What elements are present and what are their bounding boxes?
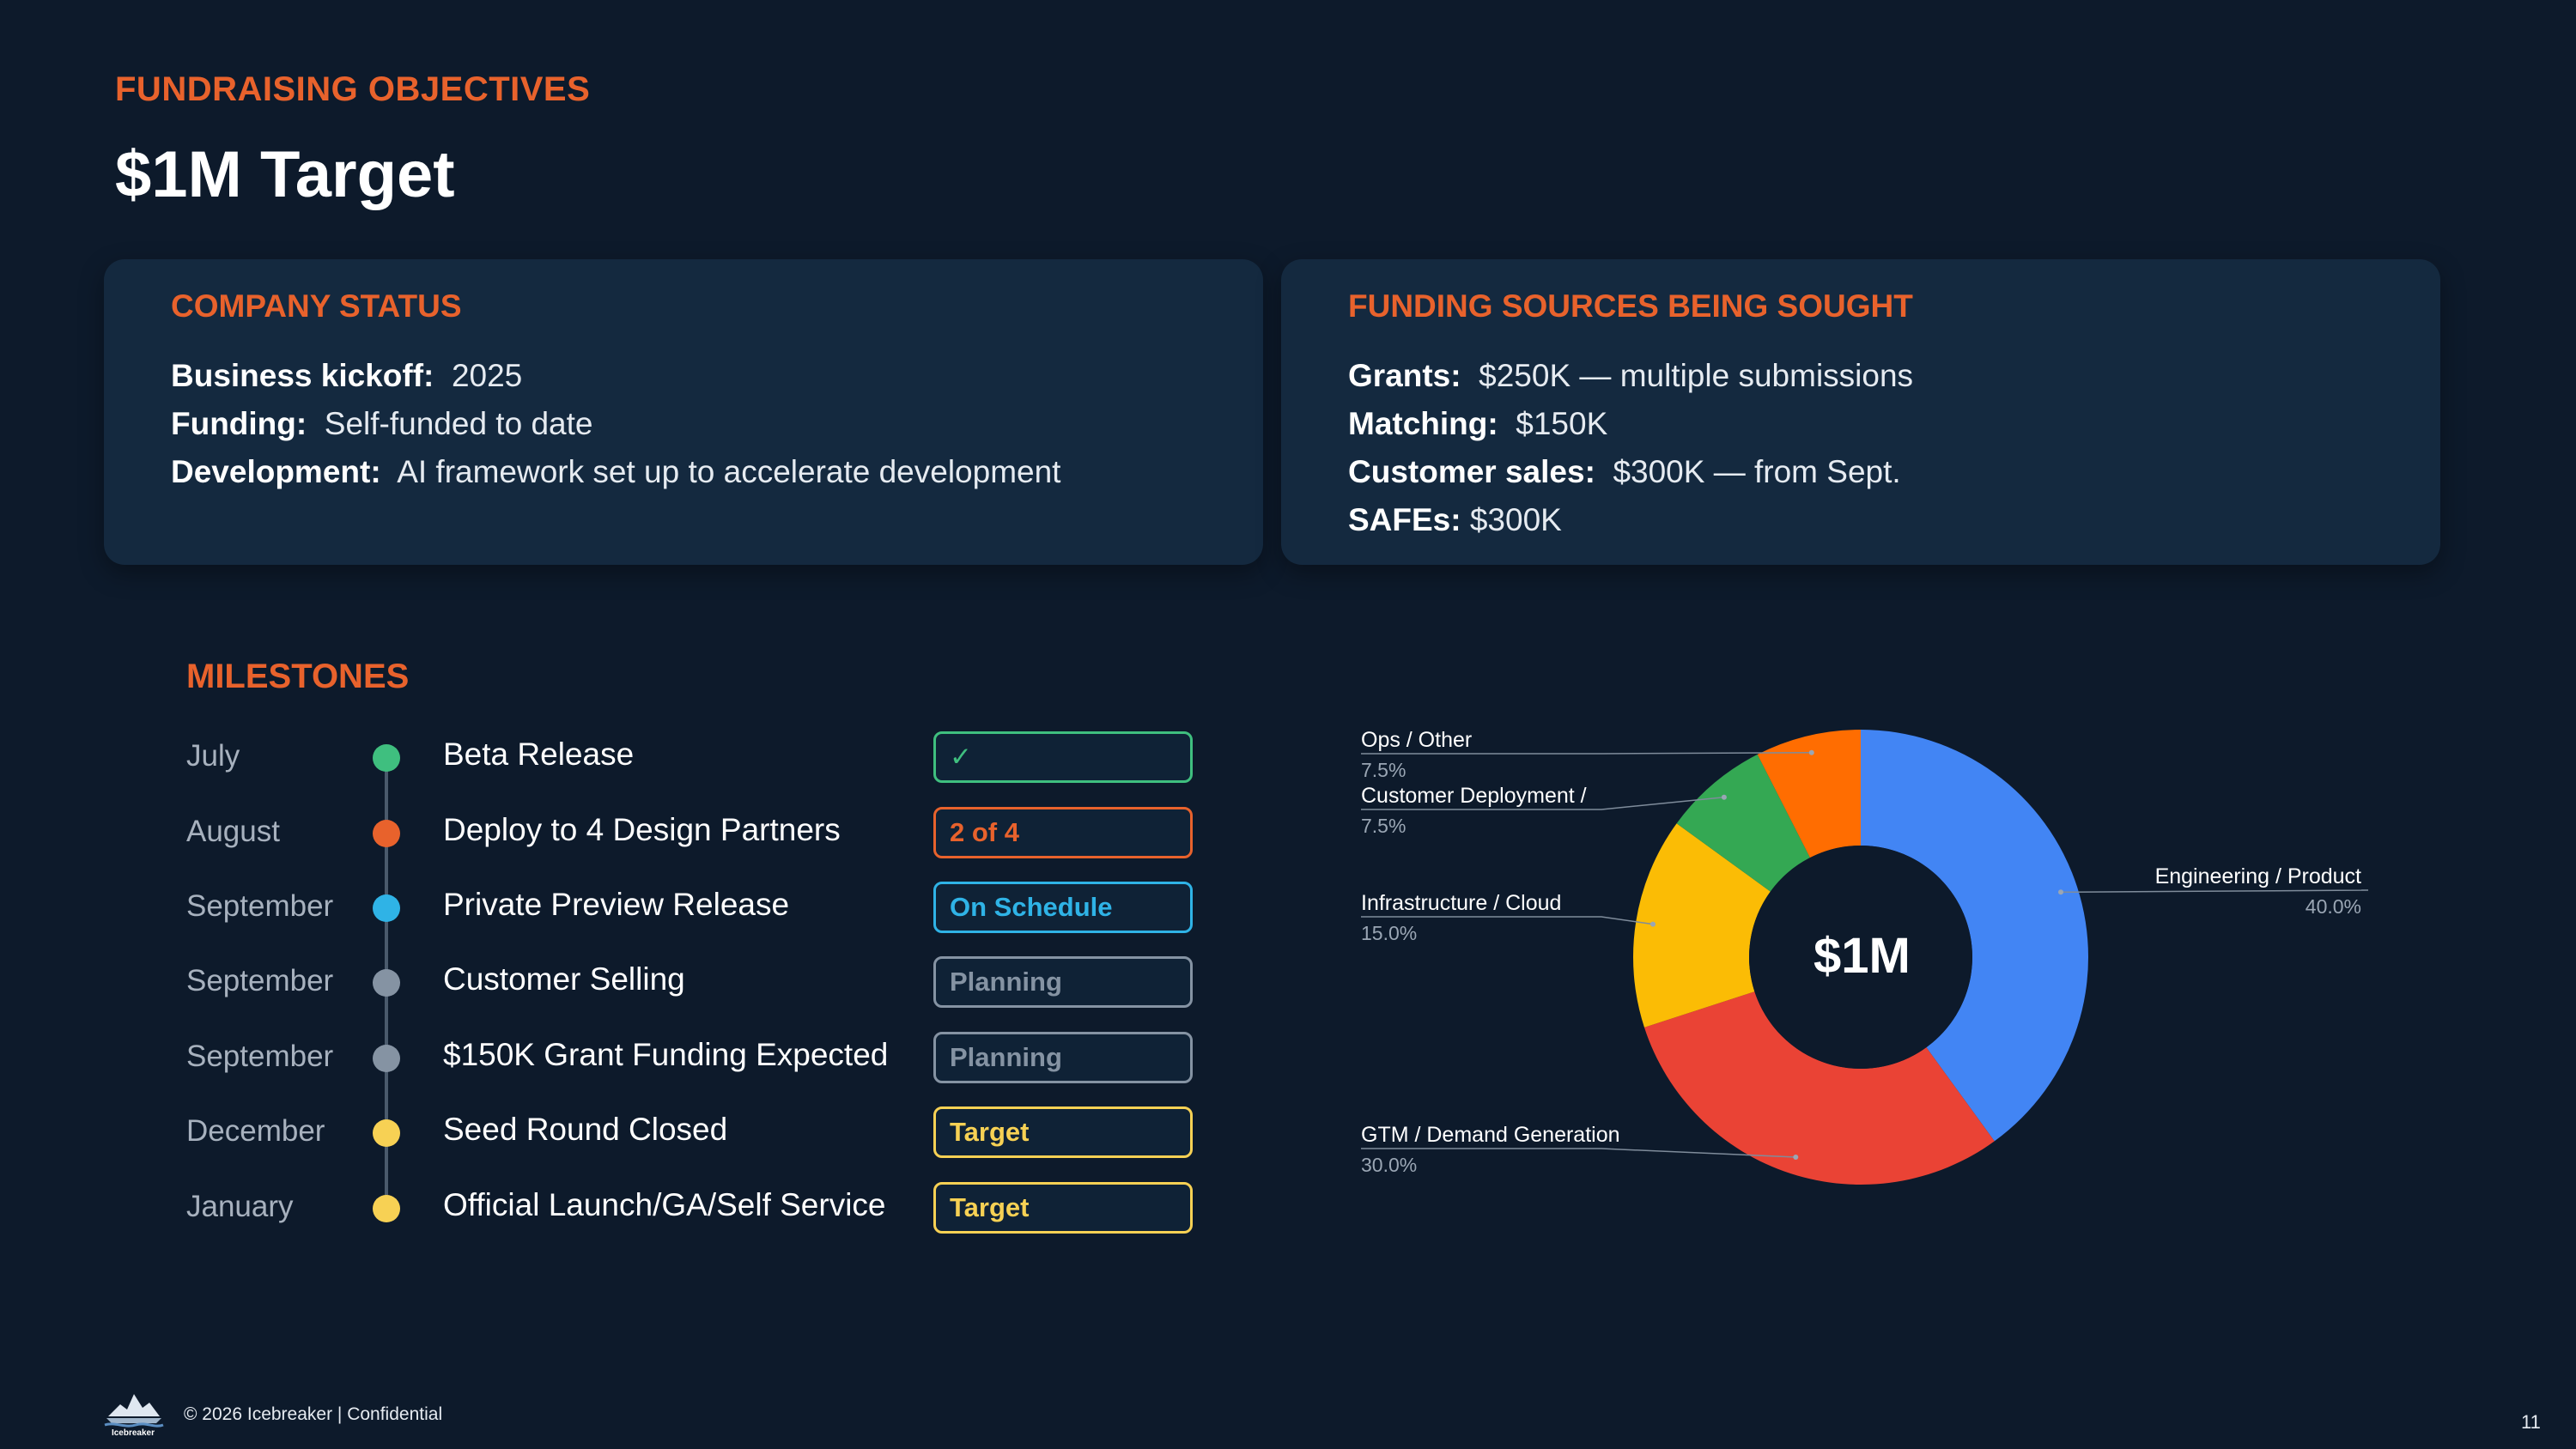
milestone-row: September $150K Grant Funding Expected P… — [0, 1032, 1202, 1083]
milestone-month: September — [186, 964, 334, 997]
leader-dot — [1650, 921, 1656, 927]
leader-dot — [1793, 1155, 1799, 1161]
funding-value: $300K — from Sept. — [1613, 454, 1901, 489]
leader-line — [1361, 796, 1724, 810]
chart-center-label: $1M — [1814, 928, 1911, 984]
status-badge: ✓ — [933, 731, 1193, 783]
funding-key: SAFEs: — [1348, 502, 1461, 537]
status-badge: Target — [933, 1182, 1193, 1234]
donut-slice — [1633, 823, 1771, 1028]
leader-line — [1361, 916, 1654, 925]
leader-line — [1361, 752, 1812, 755]
milestone-month: August — [186, 815, 280, 848]
slice-label: Engineering / Product — [2155, 864, 2361, 888]
milestone-row: July Beta Release ✓ — [0, 731, 1202, 783]
funding-value: $300K — [1469, 502, 1562, 537]
donut-slice — [1757, 730, 1861, 858]
page-number: 11 — [2521, 1411, 2541, 1433]
timeline-dot-icon — [373, 894, 400, 922]
status-line: Business kickoff: 2025 — [171, 352, 1060, 400]
timeline-dot-icon — [373, 820, 400, 847]
status-key: Business kickoff: — [171, 358, 434, 393]
funding-sources-heading: FUNDING SOURCES BEING SOUGHT — [1348, 288, 1913, 324]
funding-line: Customer sales: $300K — from Sept. — [1348, 448, 1913, 496]
status-key: Development: — [171, 454, 381, 489]
donut-hole — [1749, 846, 1972, 1069]
funding-key: Customer sales: — [1348, 454, 1595, 489]
leader-dot — [1721, 794, 1727, 800]
status-badge: 2 of 4 — [933, 807, 1193, 858]
funding-value: $250K — multiple submissions — [1479, 358, 1914, 393]
slice-label: Infrastructure / Cloud — [1361, 891, 1561, 915]
leader-line — [2061, 889, 2369, 894]
status-badge: Target — [933, 1106, 1193, 1158]
milestone-label: Customer Selling — [443, 961, 685, 997]
funding-line: SAFEs: $300K — [1348, 496, 1913, 544]
status-badge: Planning — [933, 956, 1193, 1008]
funding-key: Matching: — [1348, 406, 1498, 441]
milestone-row: December Seed Round Closed Target — [0, 1106, 1202, 1158]
milestone-label: $150K Grant Funding Expected — [443, 1037, 889, 1072]
budget-donut-chart: Engineering / Product 40.0% GTM / Demand G… — [1340, 704, 2456, 1219]
svg-text:Icebreaker: Icebreaker — [112, 1428, 155, 1437]
status-line: Funding: Self-funded to date — [171, 400, 1060, 448]
milestone-label: Deploy to 4 Design Partners — [443, 812, 841, 847]
company-status-lines: Business kickoff: 2025 Funding: Self-fun… — [171, 352, 1060, 496]
milestone-month: September — [186, 1040, 334, 1073]
slice-percent-label: 7.5% — [1361, 759, 1406, 781]
donut-slice — [1643, 991, 1995, 1185]
company-status-heading: COMPANY STATUS — [171, 288, 462, 324]
timeline-dot-icon — [373, 969, 400, 997]
slice-percent-label: 15.0% — [1361, 922, 1417, 944]
funding-line: Matching: $150K — [1348, 400, 1913, 448]
footer-copyright: © 2026 Icebreaker | Confidential — [184, 1404, 443, 1424]
milestone-row: September Private Preview Release On Sch… — [0, 882, 1202, 933]
funding-sources-card: FUNDING SOURCES BEING SOUGHT Grants: $25… — [1281, 259, 2440, 565]
milestone-row: January Official Launch/GA/Self Service … — [0, 1182, 1202, 1234]
status-value: 2025 — [451, 358, 523, 393]
leader-line — [1361, 1148, 1796, 1158]
leader-dot — [2058, 889, 2064, 895]
milestone-label: Beta Release — [443, 737, 635, 772]
milestone-label: Private Preview Release — [443, 887, 790, 922]
milestone-month: September — [186, 889, 334, 923]
funding-sources-lines: Grants: $250K — multiple submissions Mat… — [1348, 352, 1913, 544]
milestone-row: August Deploy to 4 Design Partners 2 of … — [0, 807, 1202, 858]
milestones-heading: MILESTONES — [186, 658, 410, 695]
donut-slice — [1676, 754, 1810, 892]
leader-dot — [1808, 749, 1814, 755]
slice-label: Customer Deployment / — [1361, 784, 1587, 808]
milestone-row: September Customer Selling Planning — [0, 956, 1202, 1008]
funding-value: $150K — [1516, 406, 1608, 441]
slice-percent-label: 40.0% — [2306, 895, 2361, 918]
milestone-month: January — [186, 1190, 294, 1223]
timeline-dot-icon — [373, 1195, 400, 1222]
slice-label: GTM / Demand Generation — [1361, 1123, 1620, 1147]
status-key: Funding: — [171, 406, 307, 441]
milestone-month: December — [186, 1114, 325, 1148]
company-status-card: COMPANY STATUS Business kickoff: 2025 Fu… — [104, 259, 1263, 565]
timeline-dot-icon — [373, 744, 400, 772]
milestone-label: Official Launch/GA/Self Service — [443, 1187, 886, 1222]
status-value: AI framework set up to accelerate develo… — [397, 454, 1061, 489]
donut-svg: Engineering / Product 40.0% GTM / Demand G… — [1361, 728, 2369, 1185]
timeline-dot-icon — [373, 1045, 400, 1072]
status-line: Development: AI framework set up to acce… — [171, 448, 1060, 496]
milestone-month: July — [186, 739, 240, 773]
section-eyebrow: FUNDRAISING OBJECTIVES — [115, 70, 591, 108]
status-badge: On Schedule — [933, 882, 1193, 933]
page-title: $1M Target — [115, 138, 455, 211]
status-badge: Planning — [933, 1032, 1193, 1083]
funding-key: Grants: — [1348, 358, 1461, 393]
status-value: Self-funded to date — [324, 406, 593, 441]
funding-line: Grants: $250K — multiple submissions — [1348, 352, 1913, 400]
icebreaker-logo-icon: Icebreaker — [104, 1394, 164, 1437]
slice-percent-label: 30.0% — [1361, 1154, 1417, 1176]
slice-percent-label: 7.5% — [1361, 815, 1406, 837]
slice-label: Ops / Other — [1361, 728, 1472, 752]
timeline-dot-icon — [373, 1119, 400, 1147]
milestone-label: Seed Round Closed — [443, 1112, 728, 1147]
donut-slice — [1861, 730, 2088, 1142]
